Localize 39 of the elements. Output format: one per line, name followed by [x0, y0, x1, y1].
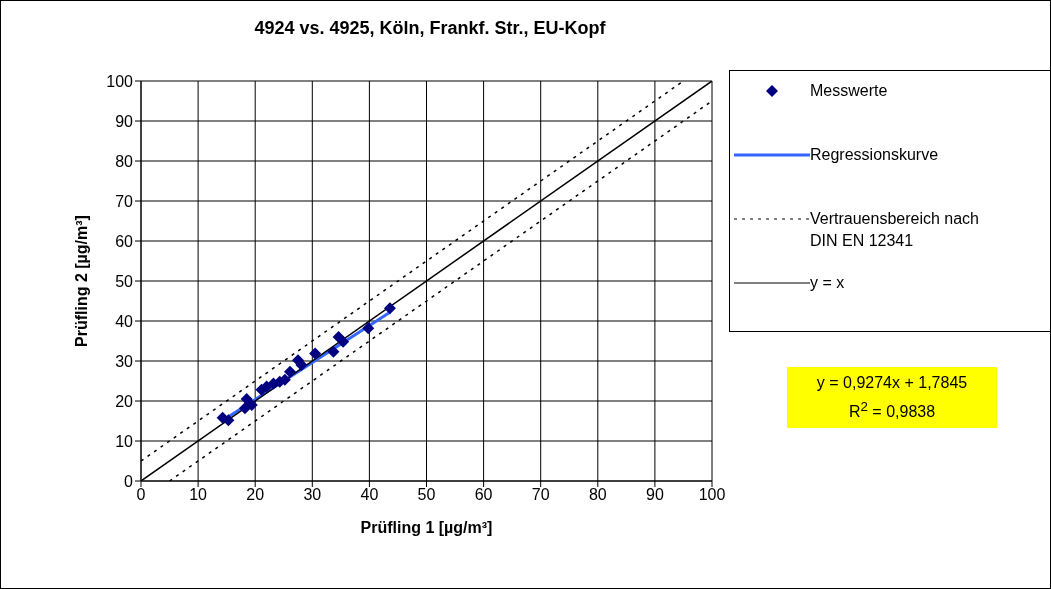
- y-tick-label: 50: [115, 272, 134, 290]
- y-tick-label: 70: [115, 192, 134, 210]
- y-tick-label: 20: [115, 392, 134, 410]
- point: [383, 302, 396, 315]
- x-tick-label: 30: [303, 486, 322, 504]
- y-tick-label: 100: [106, 72, 134, 90]
- point: [284, 365, 297, 378]
- point: [337, 335, 350, 348]
- text: y = 0,9274x + 1,7845: [815, 373, 969, 393]
- y-tick-label: 40: [115, 312, 134, 330]
- legend-label: Messwerte: [810, 81, 889, 101]
- y-tick-label: 10: [115, 432, 134, 450]
- x-tick-label: 10: [189, 486, 208, 504]
- text: R$^{2}$ = 0,9838: [847, 398, 937, 423]
- point: [240, 393, 253, 405]
- x-tick-label: 40: [360, 486, 379, 504]
- x-tick-label: 90: [646, 486, 664, 504]
- x-axis-title: Prüfling 1 [µg/m³]: [360, 519, 493, 536]
- legend-label: Regressionskurve: [810, 145, 940, 165]
- x-tick-label: 80: [588, 486, 607, 504]
- chart-title: 4924 vs. 4925, Köln, Frankf. Str., EU-Kopf: [253, 18, 607, 39]
- legend-label: Vertrauensbereich nach DIN EN 12341: [810, 209, 980, 251]
- y-axis-title: Prüfling 2 [µg/m³]: [72, 215, 90, 347]
- y-tick-label: 90: [115, 112, 134, 130]
- x-tick-label: 100: [698, 486, 726, 504]
- x-tick-label: 60: [474, 486, 493, 504]
- point: [309, 347, 322, 360]
- x-tick-label: 50: [417, 486, 436, 504]
- legend-label: y = x: [810, 273, 846, 293]
- point: [362, 322, 375, 335]
- point: [238, 402, 251, 415]
- x-tick-label: 70: [531, 486, 550, 504]
- y-tick-label: 30: [115, 352, 134, 370]
- x-tick-label: 20: [246, 486, 265, 504]
- y-tick-label: 80: [115, 152, 134, 170]
- point: [327, 345, 340, 358]
- y-tick-label: 60: [115, 232, 134, 250]
- y-tick-label: 0: [124, 472, 134, 490]
- x-tick-label: 0: [136, 486, 146, 504]
